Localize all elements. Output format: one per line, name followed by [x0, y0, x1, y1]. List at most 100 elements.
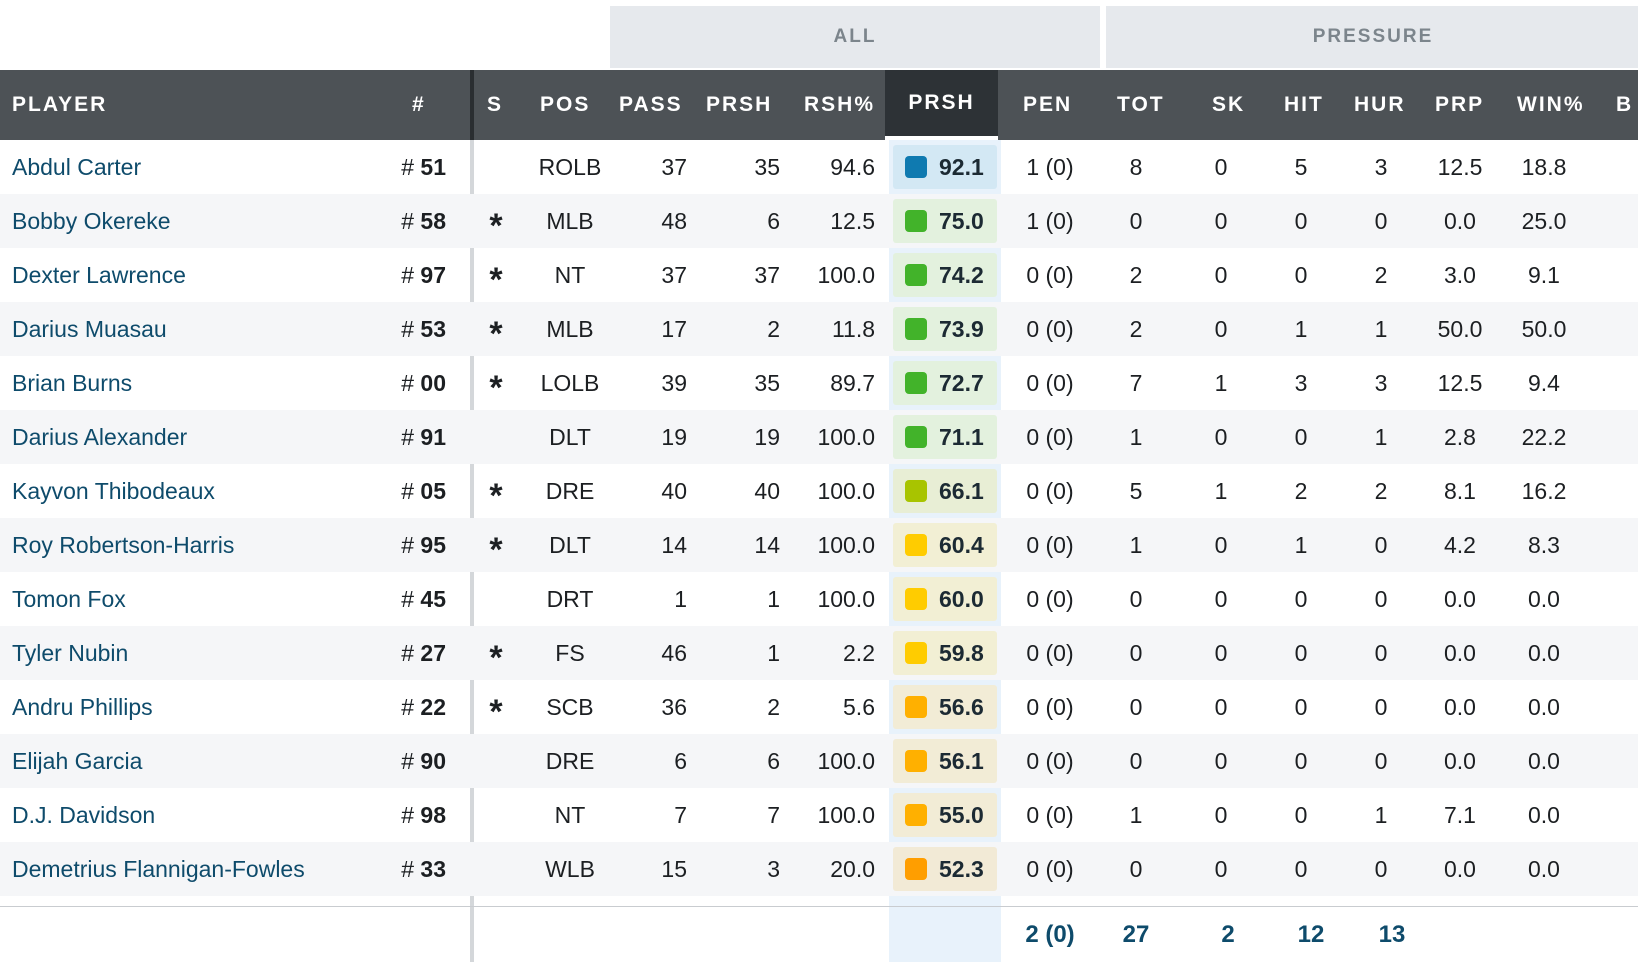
prp-cell: 8.1	[1444, 477, 1476, 504]
totals-row: 2 (0) 27 2 12 13	[0, 906, 1638, 962]
prsh-cell: 2	[767, 315, 780, 342]
hit-cell: 0	[1294, 423, 1308, 450]
prsh-cell: 14	[754, 531, 780, 558]
total-hit: 12	[1297, 921, 1325, 948]
player-name-link[interactable]: D.J. Davidson	[12, 801, 156, 828]
table-row[interactable]: Tyler Nubin # 27 * FS 46 1 2.2 0 (0) 0 0 0 0 0.0 0.0 5…	[0, 626, 1638, 680]
header-prp[interactable]: PRP	[1435, 93, 1485, 116]
header-hit[interactable]: HIT	[1284, 93, 1324, 116]
header-player[interactable]: PLAYER	[12, 93, 108, 116]
player-name-link[interactable]: Darius Muasau	[12, 315, 167, 342]
table-row[interactable]: Darius Alexander # 91 DLT 19 19 100.0 0 (0) 1 0 0…	[0, 410, 1638, 464]
rsh-pct-cell: 100.0	[817, 801, 875, 828]
prsh-grade-value: 75.0	[939, 207, 984, 234]
header-pass[interactable]: PASS	[619, 93, 683, 116]
jersey-number-prefix: #	[401, 423, 421, 450]
player-name-link[interactable]: Demetrius Flannigan-Fowles	[12, 855, 305, 882]
pass-cell: 17	[661, 315, 687, 342]
starter-asterisk-icon	[482, 734, 510, 788]
player-name-link[interactable]: Roy Robertson-Harris	[12, 531, 235, 558]
pen-cell: 0 (0)	[1026, 423, 1074, 450]
table-row[interactable]: Andru Phillips # 22 * SCB 36 2 5.6 0 (0) 0 0 0 0 0.0…	[0, 680, 1638, 734]
table-row[interactable]: Roy Robertson-Harris # 95 * DLT 14 14 100.0 0 (…	[0, 518, 1638, 572]
table-row[interactable]: Tomon Fox # 45 DRT 1 1 100.0 0 (0) 0 0 0 0 0.0 0.0 60…	[0, 572, 1638, 626]
header-prsh-snaps[interactable]: PRSH	[706, 93, 773, 116]
table-row[interactable]: Elijah Garcia # 90 DRE 6 6 100.0 0 (0) 0 0 0 0 0.0 0…	[0, 734, 1638, 788]
jersey-number-value: 51	[420, 153, 446, 180]
jersey-number-value: 97	[420, 261, 446, 288]
win-pct-cell: 0.0	[1528, 855, 1560, 882]
player-name-link[interactable]: Kayvon Thibodeaux	[12, 477, 215, 504]
table-row[interactable]: Abdul Carter # 51 ROLB 37 35 94.6 1 (0) 8 0 5 3 12.…	[0, 140, 1638, 194]
hur-cell: 1	[1374, 315, 1388, 342]
win-pct-cell: 0.0	[1528, 693, 1560, 720]
starter-asterisk-icon: *	[489, 369, 503, 407]
hur-cell: 0	[1374, 531, 1388, 558]
jersey-number-prefix: #	[401, 747, 421, 774]
player-name-link[interactable]: Andru Phillips	[12, 693, 153, 720]
grade-color-swatch-icon	[905, 804, 927, 826]
tot-cell: 0	[1129, 855, 1143, 882]
table-row[interactable]: Brian Burns # 00 * LOLB 39 35 89.7 0 (0) 7 1 3 3 12.…	[0, 356, 1638, 410]
table-row[interactable]: Darius Muasau # 53 * MLB 17 2 11.8 0 (0) 2 0 1 1 50.…	[0, 302, 1638, 356]
jersey-number-prefix: #	[401, 531, 421, 558]
win-pct-cell: 0.0	[1528, 639, 1560, 666]
prsh-grade-badge: 60.0	[893, 577, 997, 621]
pen-cell: 0 (0)	[1026, 639, 1074, 666]
sk-cell: 0	[1214, 855, 1228, 882]
rsh-pct-cell: 100.0	[817, 477, 875, 504]
header-cut-column[interactable]: B	[1616, 93, 1634, 116]
pos-cell: LOLB	[540, 369, 600, 396]
header-prsh-grade[interactable]: PRSH	[885, 70, 998, 140]
prsh-grade-badge: 71.1	[893, 415, 997, 459]
header-number[interactable]: #	[412, 93, 426, 116]
tot-cell: 5	[1129, 477, 1143, 504]
total-tot: 27	[1122, 921, 1150, 948]
header-pen[interactable]: PEN	[1023, 93, 1073, 116]
player-name-link[interactable]: Abdul Carter	[12, 153, 142, 180]
header-win-pct[interactable]: WIN%	[1517, 93, 1585, 116]
jersey-number-value: 33	[420, 855, 446, 882]
table-row[interactable]: Demetrius Flannigan-Fowles # 33 WLB 15 3 20.0…	[0, 842, 1638, 896]
jersey-number-value: 95	[420, 531, 446, 558]
prp-cell: 2.8	[1444, 423, 1476, 450]
header-pos[interactable]: POS	[540, 93, 591, 116]
starter-asterisk-icon: *	[489, 693, 503, 731]
header-rsh-pct[interactable]: RSH%	[804, 93, 876, 116]
player-name-link[interactable]: Darius Alexander	[12, 423, 188, 450]
header-sk[interactable]: SK	[1212, 93, 1246, 116]
win-pct-cell: 0.0	[1528, 585, 1560, 612]
hit-cell: 0	[1294, 801, 1308, 828]
table-row[interactable]: D.J. Davidson # 98 NT 7 7 100.0 0 (0) 1 0 0 1 7.1 0.…	[0, 788, 1638, 842]
hur-cell: 1	[1374, 423, 1388, 450]
table-row[interactable]: Bobby Okereke # 58 * MLB 48 6 12.5 1 (0) 0 0 0 0 0.0…	[0, 194, 1638, 248]
starter-asterisk-icon: *	[489, 315, 503, 353]
table-row[interactable]: Kayvon Thibodeaux # 05 * DRE 40 40 100.0 0 (0) 5…	[0, 464, 1638, 518]
hit-cell: 0	[1294, 855, 1308, 882]
header-hur[interactable]: HUR	[1354, 93, 1406, 116]
header-starter[interactable]: S	[487, 93, 504, 116]
hit-cell: 0	[1294, 639, 1308, 666]
pen-cell: 0 (0)	[1026, 585, 1074, 612]
pos-cell: MLB	[546, 207, 594, 234]
player-name-link[interactable]: Elijah Garcia	[12, 747, 143, 774]
header-tot[interactable]: TOT	[1117, 93, 1165, 116]
win-pct-cell: 9.4	[1528, 369, 1560, 396]
hit-cell: 1	[1294, 531, 1308, 558]
rsh-pct-cell: 100.0	[817, 747, 875, 774]
rsh-pct-cell: 2.2	[843, 639, 875, 666]
player-name-link[interactable]: Tyler Nubin	[12, 639, 129, 666]
pass-cell: 39	[661, 369, 687, 396]
prp-cell: 0.0	[1444, 585, 1476, 612]
table-row[interactable]: Dexter Lawrence # 97 * NT 37 37 100.0 0 (0) 2 0 0 2…	[0, 248, 1638, 302]
player-name-link[interactable]: Brian Burns	[12, 369, 133, 396]
prsh-grade-badge: 75.0	[893, 199, 997, 243]
player-name-link[interactable]: Tomon Fox	[12, 585, 126, 612]
player-name-link[interactable]: Dexter Lawrence	[12, 261, 186, 288]
sk-cell: 1	[1214, 369, 1228, 396]
jersey-number-value: 58	[420, 207, 446, 234]
prsh-grade-value: 52.3	[939, 855, 984, 882]
player-name-link[interactable]: Bobby Okereke	[12, 207, 171, 234]
jersey-number-value: 90	[420, 747, 446, 774]
